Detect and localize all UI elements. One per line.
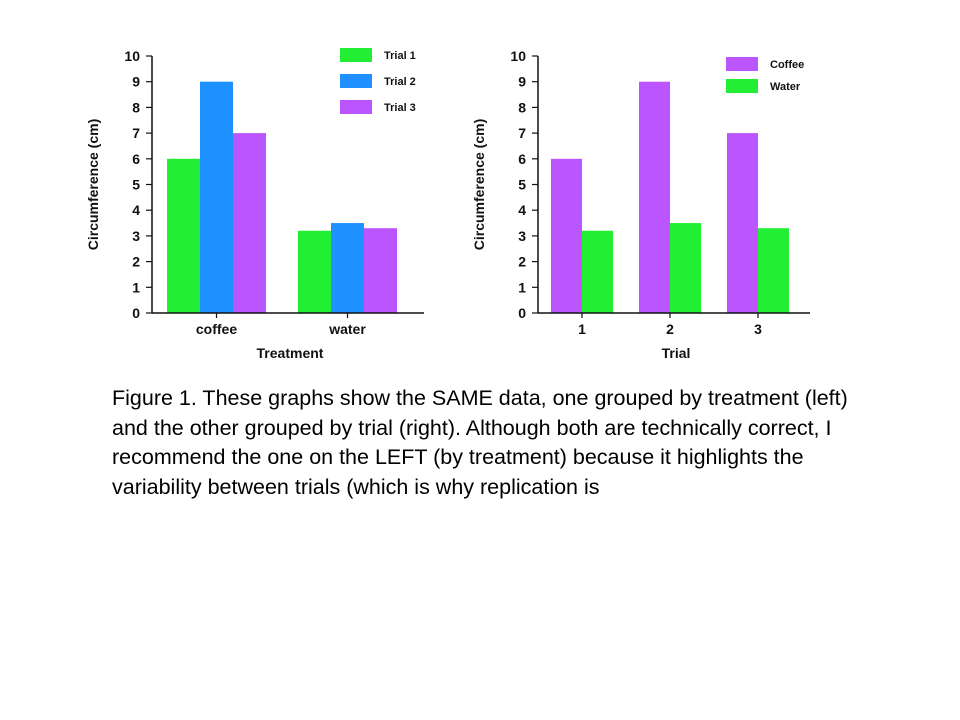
chart1-x-tick-label: coffee: [196, 321, 237, 337]
chart2-y-tick-label: 9: [518, 74, 526, 90]
chart1-y-tick-label: 1: [132, 279, 140, 295]
chart2-y-tick-label: 7: [518, 125, 526, 141]
chart2-y-tick-label: 6: [518, 151, 526, 167]
chart1-y-tick-label: 2: [132, 254, 140, 270]
chart2-bar-water-3: [758, 228, 789, 313]
chart2-bar-water-2: [670, 223, 701, 313]
chart2-bar-coffee-3: [727, 133, 758, 313]
chart1-y-tick-label: 10: [124, 48, 140, 64]
chart1-y-tick-label: 5: [132, 177, 140, 193]
chart2-bar-coffee-2: [639, 81, 670, 313]
chart1-x-axis-label: Treatment: [257, 345, 324, 361]
chart1-y-tick-label: 8: [132, 99, 140, 115]
chart1-y-axis-label: Circumference (cm): [85, 119, 101, 251]
chart1-bar-trial-2-water: [331, 223, 364, 313]
chart1-legend-swatch: [340, 48, 372, 62]
chart1-y-tick-label: 0: [132, 305, 140, 321]
chart1-legend-swatch: [340, 100, 372, 114]
chart2-legend-swatch: [726, 57, 758, 71]
chart2-legend-label: Water: [770, 81, 801, 93]
chart2-legend-label: Coffee: [770, 59, 804, 71]
chart2-y-axis-label: Circumference (cm): [471, 119, 487, 251]
chart2-y-tick-label: 3: [518, 228, 526, 244]
chart2-y-tick-label: 4: [518, 202, 526, 218]
chart2-y-tick-label: 1: [518, 279, 526, 295]
chart2-y-tick-label: 10: [510, 48, 526, 64]
chart1-legend-label: Trial 3: [384, 102, 416, 114]
chart1-bar-trial-3-coffee: [233, 133, 266, 313]
chart1-legend-swatch: [340, 74, 372, 88]
chart1-bar-trial-3-water: [364, 228, 397, 313]
figure-caption: Figure 1. These graphs show the SAME dat…: [112, 386, 848, 499]
chart2-x-axis-label: Trial: [662, 345, 691, 361]
chart1-y-tick-label: 3: [132, 228, 140, 244]
chart2-bar-water-1: [582, 230, 613, 313]
chart1-y-tick-label: 4: [132, 202, 140, 218]
chart1-legend-label: Trial 2: [384, 76, 416, 88]
chart2-y-tick-label: 2: [518, 254, 526, 270]
chart2-y-tick-label: 8: [518, 99, 526, 115]
chart1-y-tick-label: 7: [132, 125, 140, 141]
chart2-y-tick-label: 5: [518, 177, 526, 193]
chart2-x-tick-label: 3: [754, 321, 762, 337]
chart1-bar-trial-1-water: [298, 230, 331, 313]
chart1-x-tick-label: water: [328, 321, 366, 337]
chart2-x-tick-label: 2: [666, 321, 674, 337]
chart2-x-tick-label: 1: [578, 321, 586, 337]
chart1-legend-label: Trial 1: [384, 50, 416, 62]
chart1-bar-trial-2-coffee: [200, 81, 233, 313]
chart1-bar-trial-1-coffee: [167, 158, 200, 313]
chart1-y-tick-label: 9: [132, 74, 140, 90]
chart1-y-tick-label: 6: [132, 151, 140, 167]
chart2-legend-swatch: [726, 79, 758, 93]
chart2-y-tick-label: 0: [518, 305, 526, 321]
chart2-bar-coffee-1: [551, 158, 582, 313]
